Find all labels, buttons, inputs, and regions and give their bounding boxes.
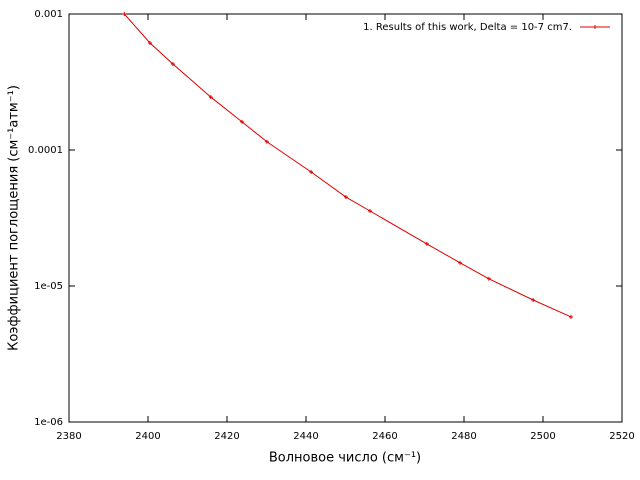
x-tick-label: 2400 (135, 431, 160, 442)
x-tick-label: 2420 (214, 431, 239, 442)
data-point (367, 209, 372, 214)
data-point (147, 41, 152, 46)
data-point (486, 276, 491, 281)
y-tick-label: 1e-05 (34, 281, 63, 292)
x-tick-label: 2460 (372, 431, 397, 442)
plot-frame (68, 13, 623, 423)
data-point (208, 95, 213, 100)
series-line (123, 13, 572, 318)
data-point (240, 119, 245, 124)
y-tick-label: 1e-06 (34, 417, 63, 428)
legend-swatch (593, 25, 597, 29)
data-point (458, 260, 463, 265)
y-tick-label: 0.001 (34, 9, 63, 20)
x-tick-label: 2500 (530, 431, 555, 442)
x-tick-label: 2380 (56, 431, 81, 442)
y-axis-label: Коэффициент поглощения (см⁻¹атм⁻¹) (7, 85, 22, 351)
x-tick-label: 2480 (451, 431, 476, 442)
data-point (264, 139, 269, 144)
legend-label: 1. Results of this work, Delta = 10-7 cm… (363, 22, 572, 33)
x-tick-label: 2520 (609, 431, 634, 442)
data-point (309, 170, 314, 175)
data-point (343, 195, 348, 200)
data-point (122, 12, 127, 16)
x-axis-label: Волновое число (см⁻¹) (269, 451, 421, 466)
data-point (424, 241, 429, 246)
data-point (569, 314, 574, 319)
x-tick-label: 2440 (293, 431, 318, 442)
data-point (531, 297, 536, 302)
y-tick-label: 0.0001 (28, 145, 63, 156)
data-point (170, 61, 175, 66)
